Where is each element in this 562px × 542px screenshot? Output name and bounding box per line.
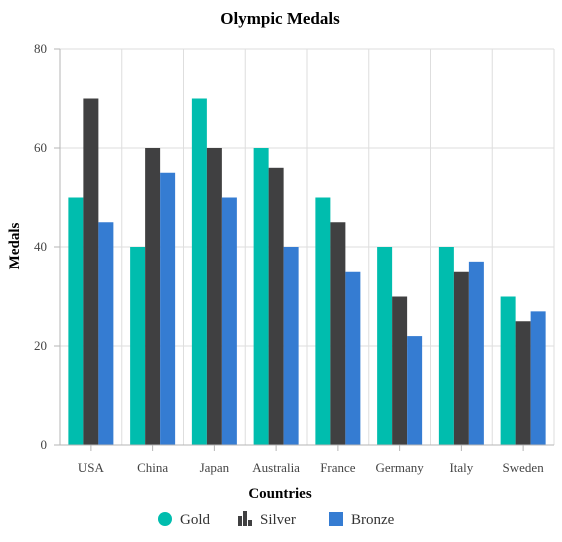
bar-bronze-usa[interactable] (98, 222, 114, 445)
bar-gold-italy[interactable] (438, 247, 454, 445)
x-tick-label-italy: Italy (449, 460, 473, 475)
bar-silver-japan[interactable] (206, 148, 222, 445)
bar-bronze-france[interactable] (345, 271, 361, 445)
legend-item-bronze[interactable]: Bronze (329, 512, 395, 528)
bar-bronze-italy[interactable] (468, 261, 484, 445)
bar-gold-australia[interactable] (253, 148, 269, 445)
x-tick-label-australia: Australia (252, 460, 300, 475)
y-tick-label: 40 (34, 239, 47, 254)
bar-bronze-australia[interactable] (283, 247, 299, 445)
axes (54, 48, 554, 451)
x-tick-label-germany: Germany (375, 460, 424, 475)
y-tick-label: 20 (34, 338, 47, 353)
x-tick-label-china: China (137, 460, 168, 475)
y-tick-label: 60 (34, 140, 47, 155)
y-tick-label: 80 (34, 41, 47, 56)
x-tick-labels: USA China Japan Australia France Germany Italy… (78, 460, 544, 475)
bar-silver-china[interactable] (145, 148, 161, 445)
bar-silver-france[interactable] (330, 222, 346, 445)
bar-silver-sweden[interactable] (515, 321, 531, 445)
bar-bronze-sweden[interactable] (530, 311, 546, 445)
bar-gold-usa[interactable] (68, 197, 84, 446)
bar-silver-usa[interactable] (83, 98, 99, 446)
bar-silver-australia[interactable] (268, 167, 284, 446)
bar-gold-japan[interactable] (191, 98, 207, 446)
bar-chart-icon (238, 511, 252, 526)
bars (68, 98, 546, 446)
x-tick-label-japan: Japan (200, 460, 230, 475)
circle-icon (158, 512, 172, 526)
x-axis-title: Countries (248, 486, 311, 502)
legend-label-bronze: Bronze (351, 512, 395, 528)
bar-gold-germany[interactable] (377, 247, 393, 445)
legend-item-gold[interactable]: Gold (158, 512, 211, 528)
square-icon (329, 512, 343, 526)
bar-bronze-japan[interactable] (221, 197, 237, 446)
bar-gold-france[interactable] (315, 197, 331, 446)
bar-gold-china[interactable] (130, 247, 146, 445)
x-tick-label-sweden: Sweden (503, 460, 545, 475)
x-tick-label-usa: USA (78, 460, 105, 475)
chart-title: Olympic Medals (220, 9, 340, 28)
legend-label-gold: Gold (180, 512, 211, 528)
legend: Gold Silver Bronze (158, 511, 395, 528)
y-tick-label: 0 (41, 437, 48, 452)
bar-silver-germany[interactable] (392, 296, 408, 446)
y-axis-title: Medals (7, 223, 23, 270)
x-tick-label-france: France (320, 460, 356, 475)
legend-label-silver: Silver (260, 512, 296, 528)
legend-item-silver[interactable]: Silver (238, 511, 296, 528)
y-tick-labels: 0 20 40 60 80 (34, 41, 47, 452)
bar-bronze-china[interactable] (160, 172, 176, 445)
bar-gold-sweden[interactable] (500, 296, 516, 446)
bar-bronze-germany[interactable] (407, 336, 423, 445)
bar-silver-italy[interactable] (453, 271, 469, 445)
